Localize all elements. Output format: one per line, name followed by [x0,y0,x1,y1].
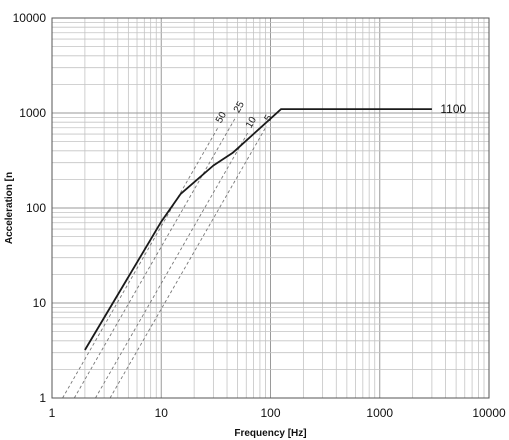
x-tick-label: 10000 [472,406,506,420]
labels-layer: Frequency [Hz] Acceleration [n [4,172,307,439]
y-axis-label: Acceleration [n [4,172,15,244]
x-tick-label: 100 [260,406,280,420]
grid [51,18,489,399]
reference-line-label: 10 [244,115,259,131]
plot-frame [51,17,490,399]
reference-line-50 [62,127,219,399]
y-tick-label: 10000 [13,11,47,25]
annotation-label: 1100 [440,102,466,116]
series-layer [84,108,432,351]
x-tick-label: 1 [49,406,56,420]
reference-line-10 [95,132,249,399]
reference-line-label: 5 [263,113,276,124]
x-axis-label: Frequency [Hz] [234,428,306,439]
x-tick-label: 10 [155,406,169,420]
reference-line-label: 50 [214,110,229,126]
x-tick-label: 1000 [366,406,393,420]
reference-line-5 [109,125,267,399]
series-line [84,108,432,351]
reference-line-label: 25 [232,99,247,115]
reference-line-25 [73,117,237,399]
y-tick-label: 1 [39,391,46,405]
y-tick-label: 10 [33,296,47,310]
annotations: 1100 [440,102,466,116]
y-tick-label: 1000 [19,106,46,120]
y-tick-label: 100 [26,201,46,215]
tick-labels: 1 10 100 1000 10000 1 10 100 1000 10000 [13,11,506,420]
